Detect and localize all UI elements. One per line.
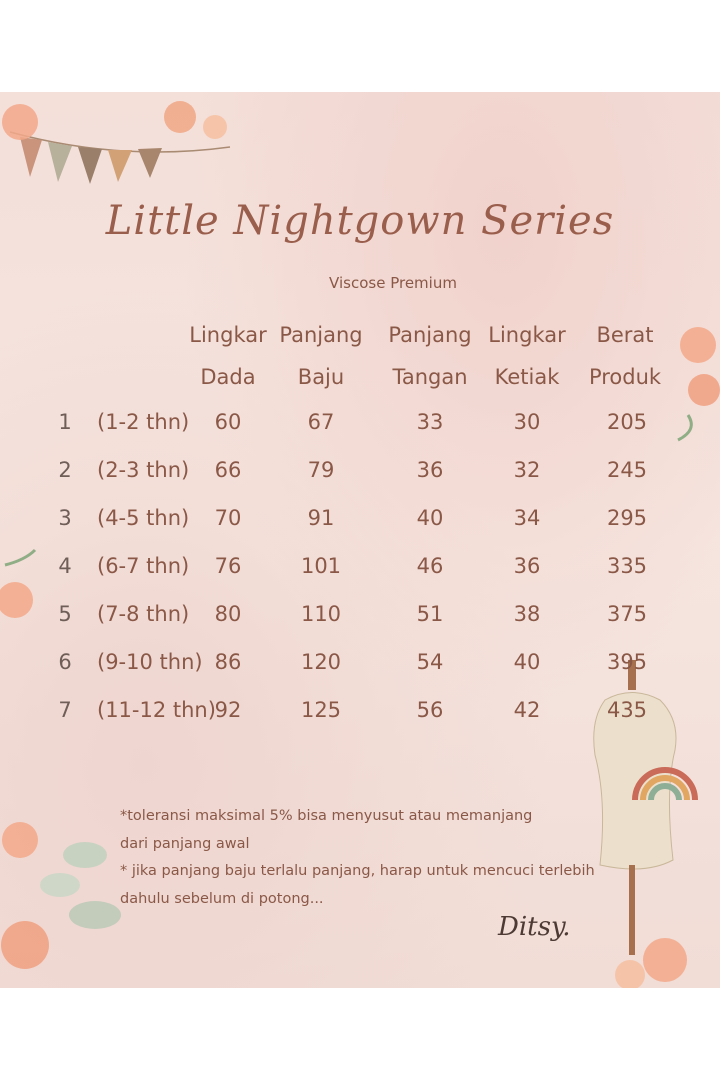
cell-panjang-baju: 67: [307, 410, 335, 434]
cell-panjang-tangan: 54: [416, 650, 444, 674]
cell-berat-produk: 295: [606, 506, 648, 530]
flowers-left-icon: [0, 548, 37, 618]
cell-lingkar-dada: 80: [214, 602, 242, 626]
brand-signature: Ditsy.: [498, 912, 571, 942]
row-age: (7-8 thn): [97, 602, 190, 626]
note-line-1: *toleransi maksimal 5% bisa menyusut ata…: [120, 808, 533, 824]
row-number: 2: [58, 458, 72, 482]
cell-panjang-tangan: 56: [416, 698, 444, 722]
header-lingkar-dada-line2: Dada: [200, 365, 256, 389]
dress-form-mannequin-icon: [593, 660, 698, 988]
note-line-2: dari panjang awal: [120, 836, 250, 852]
cell-panjang-tangan: 40: [416, 506, 444, 530]
header-lingkar-dada-line1: Lingkar: [189, 323, 267, 347]
flowers-shells-icon: [1, 822, 121, 969]
header-berat-produk-line2: Produk: [588, 365, 662, 389]
row-age: (2-3 thn): [97, 458, 190, 482]
cell-panjang-tangan: 36: [416, 458, 444, 482]
cell-lingkar-dada: 76: [214, 554, 242, 578]
cell-panjang-baju: 120: [300, 650, 342, 674]
cell-panjang-tangan: 46: [416, 554, 444, 578]
subtitle: Viscose Premium: [329, 274, 457, 292]
header-berat-produk-line1: Berat: [596, 323, 654, 347]
cell-lingkar-ketiak: 38: [513, 602, 541, 626]
header-panjang-tangan-line2: Tangan: [392, 365, 468, 389]
cell-panjang-baju: 91: [307, 506, 335, 530]
header-panjang-tangan-line1: Panjang: [388, 323, 472, 347]
cell-lingkar-dada: 60: [214, 410, 242, 434]
header-panjang-baju-line1: Panjang: [279, 323, 363, 347]
cell-berat-produk: 435: [606, 698, 648, 722]
row-number: 5: [58, 602, 72, 626]
cell-lingkar-ketiak: 30: [513, 410, 541, 434]
note-line-3: * jika panjang baju terlalu panjang, har…: [120, 863, 595, 879]
cell-berat-produk: 395: [606, 650, 648, 674]
header-lingkar-ketiak-line1: Lingkar: [488, 323, 566, 347]
row-number: 7: [58, 698, 72, 722]
row-number: 6: [58, 650, 72, 674]
cell-berat-produk: 375: [606, 602, 648, 626]
header-panjang-baju-line2: Baju: [297, 365, 345, 389]
cell-lingkar-dada: 92: [214, 698, 242, 722]
cell-berat-produk: 245: [606, 458, 648, 482]
row-age: (1-2 thn): [97, 410, 190, 434]
page-title: Little Nightgown Series: [105, 198, 615, 244]
row-age: (11-12 thn): [97, 698, 216, 722]
cell-panjang-tangan: 51: [416, 602, 444, 626]
cell-panjang-baju: 79: [307, 458, 335, 482]
cell-lingkar-ketiak: 42: [513, 698, 541, 722]
cell-lingkar-ketiak: 36: [513, 554, 541, 578]
cell-lingkar-dada: 86: [214, 650, 242, 674]
row-number: 3: [58, 506, 72, 530]
cell-berat-produk: 335: [606, 554, 648, 578]
size-chart-card: [0, 92, 720, 988]
note-line-4: dahulu sebelum di potong...: [120, 891, 324, 907]
row-age: (4-5 thn): [97, 506, 190, 530]
row-age: (9-10 thn): [97, 650, 203, 674]
cell-panjang-baju: 101: [300, 554, 342, 578]
cell-lingkar-ketiak: 40: [513, 650, 541, 674]
cell-panjang-tangan: 33: [416, 410, 444, 434]
flower-bunting-icon: [2, 101, 231, 184]
row-age: (6-7 thn): [97, 554, 190, 578]
flowers-right-icon: [677, 327, 720, 442]
cell-lingkar-ketiak: 32: [513, 458, 541, 482]
cell-lingkar-dada: 70: [214, 506, 242, 530]
row-number: 1: [58, 410, 72, 434]
row-number: 4: [58, 554, 72, 578]
cell-berat-produk: 205: [606, 410, 648, 434]
cell-lingkar-dada: 66: [214, 458, 242, 482]
header-lingkar-ketiak-line2: Ketiak: [494, 365, 560, 389]
cell-lingkar-ketiak: 34: [513, 506, 541, 530]
cell-panjang-baju: 125: [300, 698, 342, 722]
cell-panjang-baju: 110: [300, 602, 342, 626]
